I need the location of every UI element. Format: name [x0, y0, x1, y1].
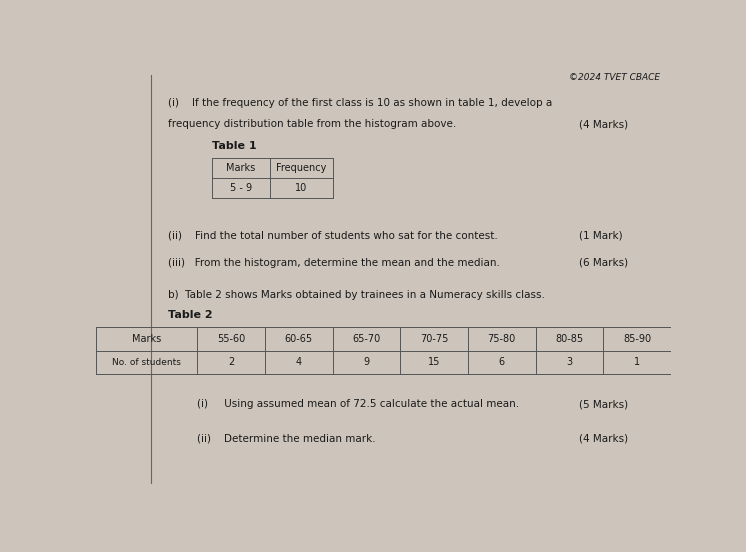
Text: (5 Marks): (5 Marks)	[579, 400, 628, 410]
Text: (ii)    Find the total number of students who sat for the contest.: (ii) Find the total number of students w…	[169, 230, 498, 240]
Text: (4 Marks): (4 Marks)	[579, 433, 628, 443]
Text: (i)     Using assumed mean of 72.5 calculate the actual mean.: (i) Using assumed mean of 72.5 calculate…	[197, 400, 519, 410]
Text: 6: 6	[498, 357, 505, 367]
Text: Marks: Marks	[132, 334, 161, 344]
Text: 1: 1	[634, 357, 640, 367]
Text: (4 Marks): (4 Marks)	[579, 119, 628, 129]
Text: 80-85: 80-85	[555, 334, 583, 344]
Text: 4: 4	[295, 357, 302, 367]
Text: 70-75: 70-75	[420, 334, 448, 344]
Text: (1 Mark): (1 Mark)	[579, 230, 622, 240]
Text: (6 Marks): (6 Marks)	[579, 258, 628, 268]
Text: 85-90: 85-90	[623, 334, 651, 344]
Text: 65-70: 65-70	[352, 334, 380, 344]
Text: 2: 2	[228, 357, 234, 367]
Text: Table 2: Table 2	[169, 310, 213, 320]
Text: Marks: Marks	[226, 163, 255, 173]
Text: 15: 15	[428, 357, 440, 367]
Text: 55-60: 55-60	[217, 334, 245, 344]
Text: (i)    If the frequency of the first class is 10 as shown in table 1, develop a: (i) If the frequency of the first class …	[169, 98, 553, 108]
Text: (iii)   From the histogram, determine the mean and the median.: (iii) From the histogram, determine the …	[169, 258, 501, 268]
Text: (ii)    Determine the median mark.: (ii) Determine the median mark.	[197, 433, 376, 443]
Text: 10: 10	[295, 183, 307, 193]
Text: frequency distribution table from the histogram above.: frequency distribution table from the hi…	[169, 119, 457, 129]
Text: Table 1: Table 1	[212, 141, 257, 151]
Text: Frequency: Frequency	[276, 163, 327, 173]
Text: b)  Table 2 shows Marks obtained by trainees in a Numeracy skills class.: b) Table 2 shows Marks obtained by train…	[169, 290, 545, 300]
Text: 3: 3	[566, 357, 572, 367]
Text: 60-65: 60-65	[285, 334, 313, 344]
Text: 5 - 9: 5 - 9	[230, 183, 251, 193]
Text: 75-80: 75-80	[488, 334, 515, 344]
Text: ©2024 TVET CBACE: ©2024 TVET CBACE	[568, 73, 659, 82]
Text: No. of students: No. of students	[113, 358, 181, 367]
Text: 9: 9	[363, 357, 369, 367]
